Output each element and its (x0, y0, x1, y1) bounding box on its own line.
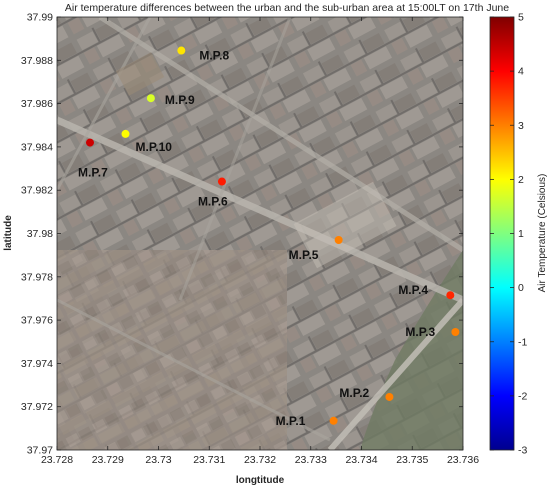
colorbar-tick-label: 5 (518, 12, 524, 24)
point-label: M.P.5 (289, 248, 319, 262)
data-point (451, 328, 460, 337)
colorbar-tick-label: 1 (518, 228, 524, 240)
point-label: M.P.3 (405, 325, 435, 339)
map-background (57, 17, 463, 450)
point-label: M.P.6 (198, 195, 228, 209)
point-label: M.P.2 (339, 386, 369, 400)
x-tick-label: 23.734 (345, 454, 377, 466)
x-tick-label: 23.731 (193, 454, 225, 466)
y-axis: 37.97 37.972 37.974 37.976 37.978 37.98 37.982… (21, 12, 463, 457)
y-tick-label: 37.986 (21, 98, 53, 110)
x-tick-label: 23.73 (145, 454, 171, 466)
y-tick-label: 37.97 (27, 445, 53, 457)
y-tick-label: 37.976 (21, 315, 53, 327)
data-point (334, 235, 343, 244)
y-tick-label: 37.984 (21, 141, 53, 153)
x-tick-label: 23.729 (92, 454, 124, 466)
colorbar-tick-label: -3 (518, 445, 527, 457)
colorbar-tick-label: 2 (518, 174, 524, 186)
colorbar-ticks: -3 -2 -1 0 1 2 3 4 5 (490, 12, 527, 457)
colorbar-tick-label: -1 (518, 336, 527, 348)
data-point (177, 46, 186, 55)
colorbar-tick-label: 3 (518, 120, 524, 132)
x-axis: 23.728 23.729 23.73 23.731 23.732 23.733 23.73… (41, 17, 479, 466)
data-point (217, 177, 226, 186)
point-label: M.P.4 (398, 283, 428, 297)
data-point (146, 94, 155, 103)
data-point (121, 129, 130, 138)
data-point (446, 291, 455, 300)
data-point (385, 392, 394, 401)
point-label: M.P.9 (165, 93, 195, 107)
y-tick-label: 37.988 (21, 55, 53, 67)
chart-title: Air temperature differences between the … (65, 2, 509, 14)
colorbar-tick-label: -2 (518, 390, 527, 402)
y-tick-label: 37.99 (27, 12, 53, 24)
point-label: M.P.7 (78, 166, 108, 180)
y-tick-label: 37.974 (21, 358, 53, 370)
point-label: M.P.8 (199, 49, 229, 63)
point-label: M.P.10 (136, 140, 173, 154)
colorbar-tick-label: 4 (518, 66, 524, 78)
colorbar-tick-label: 0 (518, 282, 524, 294)
x-tick-label: 23.728 (41, 454, 73, 466)
data-point (329, 416, 338, 425)
y-axis-label: latitude (3, 215, 14, 251)
y-tick-label: 37.978 (21, 271, 53, 283)
x-axis-label: longtitude (236, 475, 285, 486)
y-tick-label: 37.98 (27, 228, 53, 240)
point-label: M.P.1 (276, 414, 306, 428)
x-tick-label: 23.735 (396, 454, 428, 466)
data-point (85, 138, 94, 147)
y-tick-label: 37.972 (21, 401, 53, 413)
x-tick-label: 23.733 (295, 454, 327, 466)
x-tick-label: 23.736 (447, 454, 479, 466)
data-points: M.P.1 M.P.2 M.P.3 M.P.4 M.P.5 M.P.6 M.P.7 M.P.8… (78, 46, 460, 428)
colorbar-label: Air Temperature (Celsious) (537, 174, 548, 293)
x-tick-label: 23.732 (244, 454, 276, 466)
y-tick-label: 37.982 (21, 185, 53, 197)
